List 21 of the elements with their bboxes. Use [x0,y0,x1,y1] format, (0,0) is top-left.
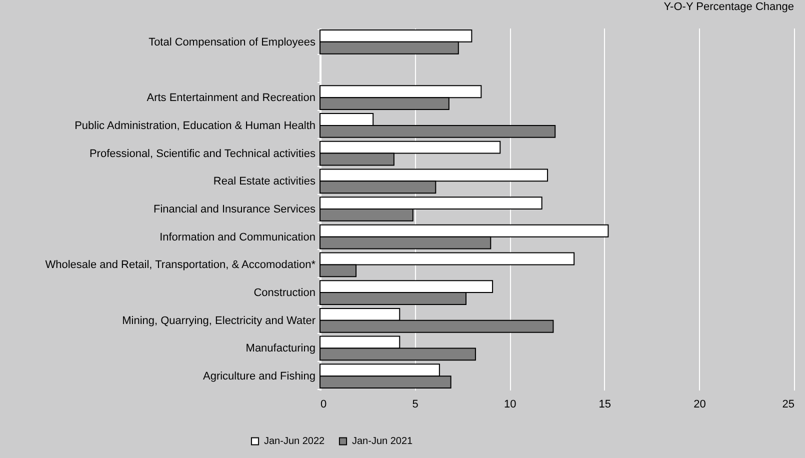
y-tick-label: Agriculture and Fishing [202,370,316,383]
x-tick-label: 10 [504,398,516,410]
y-tick-label: Public Administration, Education & Human Health [74,120,316,132]
y-tick-label: Real Estate activities [213,176,316,188]
y-tick-label: Total Compensation of Employees [148,36,316,48]
y-tick-label: Arts Entertainment and Recreation [146,92,316,104]
y-tick-label: Mining, Quarrying, Electricity and Water [122,314,316,327]
y-tick-label: Professional, Scientific and Technical activities [89,148,316,160]
x-tick-label: 15 [598,398,612,410]
x-tick-label: 5 [412,398,418,410]
legend-label: Jan-Jun 2022 [264,436,326,448]
y-tick-label: Construction [254,287,316,300]
x-tick-label: 0 [320,398,327,410]
y-tick-label: Financial and Insurance Services [153,204,316,216]
y-tick-label: Manufacturing [246,342,316,355]
legend-label: Jan-Jun 2021 [352,436,414,448]
x-tick-label: 25 [782,398,794,410]
y-tick-label: Information and Communication [160,231,316,244]
chart-title: Y-O-Y Percentage Change [664,1,794,13]
x-tick-label: 20 [694,398,706,410]
y-tick-label: Wholesale and Retail, Transportation, & Accomodation* [45,259,316,272]
